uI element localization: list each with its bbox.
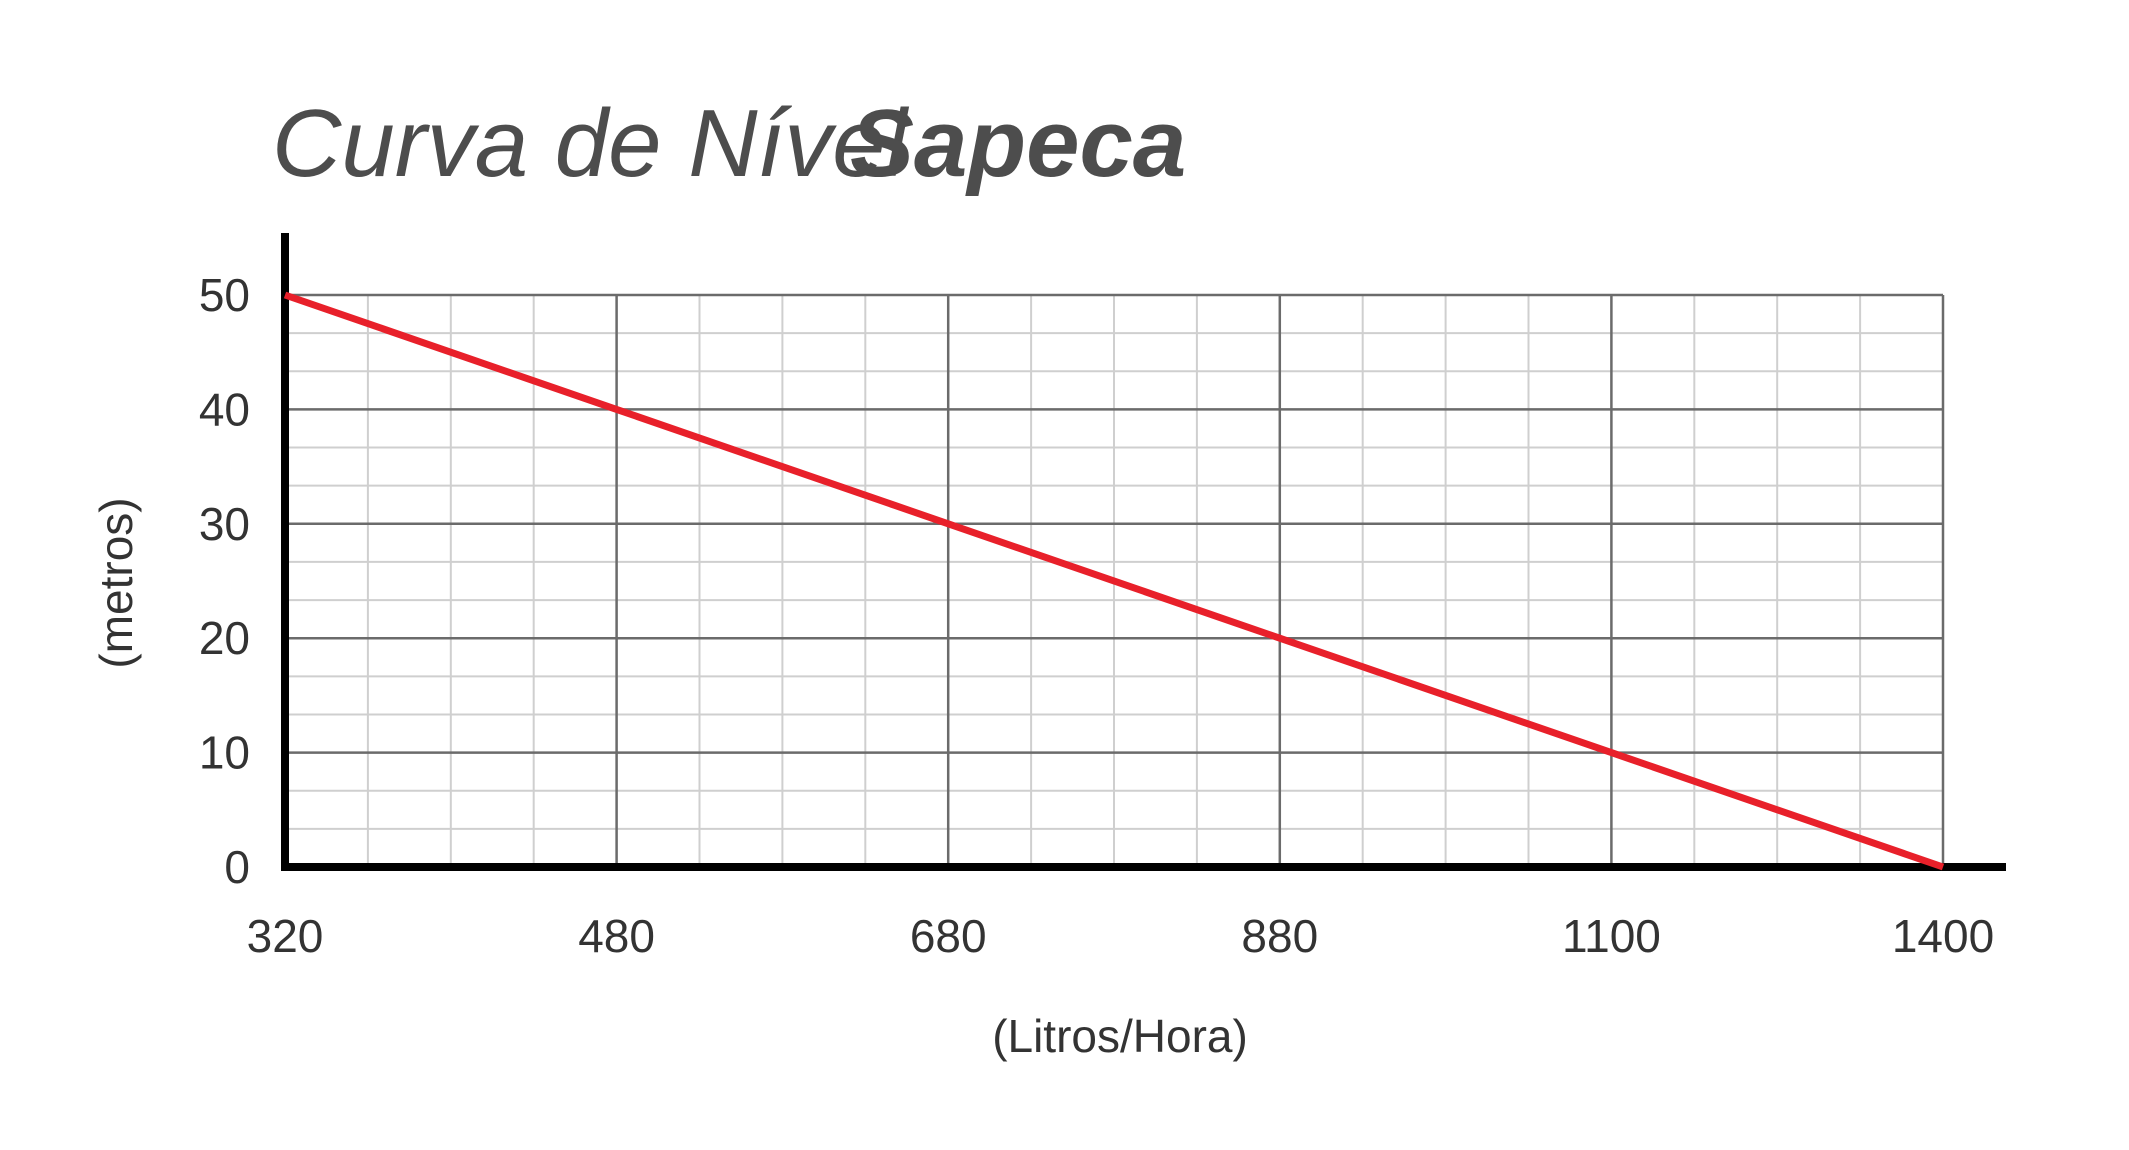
x-tick-label: 480 (578, 910, 655, 962)
y-tick-label: 10 (199, 727, 250, 779)
y-tick-label: 0 (224, 841, 250, 893)
y-tick-label: 40 (199, 383, 250, 435)
y-tick-label: 30 (199, 498, 250, 550)
x-tick-label: 1400 (1892, 910, 1994, 962)
x-tick-label: 1100 (1562, 910, 1661, 962)
grid (281, 233, 2006, 871)
x-tick-label: 680 (910, 910, 987, 962)
y-tick-label: 20 (199, 612, 250, 664)
x-axis-label: (Litros/Hora) (992, 1010, 1248, 1062)
data-line (283, 291, 1945, 871)
chart-title-emphasis: Sapeca (850, 90, 1186, 197)
x-tick-label: 320 (247, 910, 324, 962)
chart-title: Curva de Nível (272, 90, 910, 197)
y-tick-label: 50 (199, 269, 250, 321)
x-tick-label: 880 (1241, 910, 1318, 962)
marks (283, 291, 1945, 871)
y-axis-label: (metros) (90, 497, 142, 668)
